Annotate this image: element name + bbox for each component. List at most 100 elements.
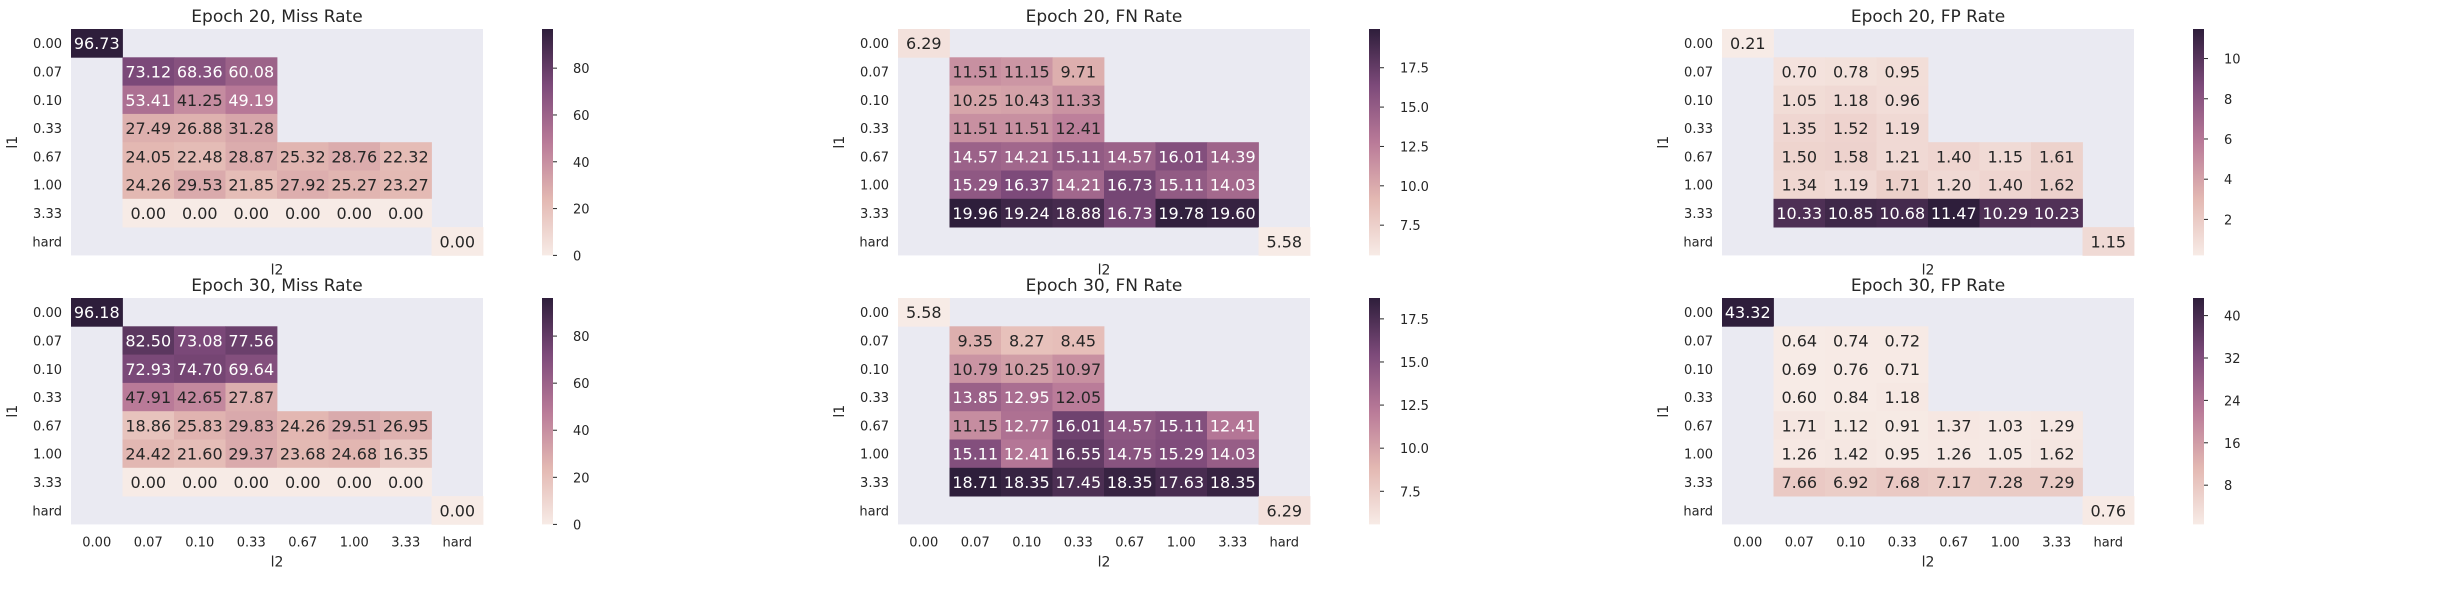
cell-value-label: 74.70 [177, 360, 223, 379]
colorbar-tick-label: 24 [2224, 394, 2241, 409]
cell-value-label: 1.03 [1987, 416, 2023, 435]
cell-value-label: 7.29 [2039, 473, 2075, 492]
cell-value-label: 1.71 [1781, 416, 1817, 435]
colorbar-tick-label: 12.5 [1400, 399, 1429, 414]
heatmap-cell [2031, 170, 2083, 200]
heatmap-cell [1928, 467, 1980, 497]
heatmap-cell [1773, 85, 1826, 115]
y-axis-label: l1 [832, 405, 848, 418]
y-tick-label: 0.07 [1684, 334, 1713, 349]
cell-value-label: 9.71 [1060, 62, 1096, 81]
x-tick-label: 0.00 [82, 535, 111, 550]
y-tick-label: 0.10 [1684, 94, 1713, 109]
y-tick-label: hard [32, 235, 62, 250]
heatmap-cell [277, 142, 329, 171]
y-tick-label: 0.00 [1684, 306, 1713, 321]
y-tick-label: 0.33 [33, 391, 62, 406]
cell-value-label: 6.92 [1833, 473, 1869, 492]
heatmap-panel-2: 6.29 11.51 11.15 9.71 10.25 10.43 11.33 11.51 11… [832, 7, 1429, 278]
cell-value-label: 1.26 [1781, 445, 1817, 464]
colorbar-tick-label: 10.0 [1400, 442, 1429, 457]
heatmap-cell [122, 170, 175, 200]
heatmap-cell [1052, 142, 1105, 171]
cell-value-label: 0.64 [1781, 331, 1817, 350]
heatmap-panel-1: 96.73 73.12 68.36 60.08 53.41 41.25 49.19 27.49… [5, 7, 590, 278]
cell-value-label: 24.26 [125, 176, 171, 195]
heatmap-cell [174, 85, 226, 115]
y-tick-label: 0.07 [860, 65, 889, 80]
cell-value-label: 1.62 [2039, 445, 2075, 464]
heatmap-cell [225, 439, 278, 469]
heatmap-cell [949, 142, 1002, 171]
cell-value-label: 28.87 [228, 147, 274, 166]
heatmap-cell [1825, 354, 1877, 384]
cell-value-label: 0.91 [1884, 416, 1920, 435]
heatmap-cell [1773, 411, 1826, 440]
cell-value-label: 14.57 [952, 147, 998, 166]
heatmap-title: Epoch 30, Miss Rate [191, 276, 362, 296]
heatmap-cell [174, 439, 226, 469]
y-tick-label: 0.10 [33, 363, 62, 378]
cell-value-label: 11.33 [1055, 91, 1101, 110]
cell-value-label: 77.56 [228, 331, 274, 350]
colorbar-tick-label: 80 [573, 62, 590, 77]
y-tick-label: 0.10 [33, 94, 62, 109]
cell-value-label: 12.77 [1004, 416, 1050, 435]
x-axis-label: l2 [271, 554, 284, 570]
heatmap-cell [898, 29, 950, 58]
heatmap-cell [1001, 382, 1053, 412]
heatmap-cell [1104, 439, 1156, 469]
cell-value-label: 14.75 [1107, 445, 1153, 464]
heatmap-cell [2031, 142, 2083, 171]
y-tick-label: 0.10 [860, 94, 889, 109]
y-tick-label: 0.00 [1684, 37, 1713, 52]
heatmap-cell [277, 411, 329, 440]
cell-value-label: 1.15 [1987, 147, 2023, 166]
y-tick-label: 0.07 [33, 65, 62, 80]
colorbar-tick-label: 40 [573, 424, 590, 439]
heatmap-cell [1928, 439, 1980, 469]
heatmap-cell [1825, 142, 1877, 171]
cell-value-label: 15.11 [1158, 416, 1204, 435]
cell-value-label: 19.96 [952, 204, 998, 223]
cell-value-label: 73.08 [177, 331, 223, 350]
heatmap-cell [1979, 170, 2032, 200]
y-tick-label: 0.67 [33, 150, 62, 165]
cell-value-label: 14.21 [1004, 147, 1050, 166]
y-tick-label: 3.33 [860, 476, 889, 491]
x-tick-label: 3.33 [2042, 535, 2071, 550]
heatmap-cell [122, 467, 175, 497]
cell-value-label: 0.00 [130, 204, 166, 223]
cell-value-label: 1.52 [1833, 119, 1869, 138]
heatmap-cell [1001, 57, 1053, 86]
heatmap-cell [277, 198, 329, 228]
x-tick-label: 0.33 [1064, 535, 1093, 550]
cell-value-label: 15.29 [952, 176, 998, 195]
heatmap-cell [1258, 227, 1311, 256]
heatmap-cell [328, 170, 381, 200]
cell-value-label: 9.35 [957, 331, 993, 350]
cell-value-label: 21.60 [177, 445, 223, 464]
heatmap-cell [1001, 198, 1053, 228]
heatmap-cell [2082, 227, 2135, 256]
heatmap-cell [122, 411, 175, 440]
heatmap-cell [1052, 467, 1105, 497]
cell-value-label: 14.21 [1055, 176, 1101, 195]
heatmap-cell [1104, 198, 1156, 228]
heatmap-cell [1979, 439, 2032, 469]
heatmap-cell [122, 85, 175, 115]
heatmap-cell [1155, 198, 1208, 228]
x-axis-label: l2 [1922, 554, 1935, 570]
cell-value-label: 15.29 [1158, 445, 1204, 464]
cell-value-label: 0.70 [1781, 62, 1817, 81]
heatmap-cell [1825, 439, 1877, 469]
heatmap-cell [225, 382, 278, 412]
heatmap-cell [1979, 411, 2032, 440]
heatmap-cell [380, 439, 432, 469]
heatmap-cell [1052, 411, 1105, 440]
cell-value-label: 0.95 [1884, 62, 1920, 81]
colorbar-tick-label: 4 [2224, 173, 2232, 188]
cell-value-label: 1.18 [1833, 91, 1869, 110]
y-tick-label: 1.00 [860, 448, 889, 463]
heatmap-cell [225, 113, 278, 143]
